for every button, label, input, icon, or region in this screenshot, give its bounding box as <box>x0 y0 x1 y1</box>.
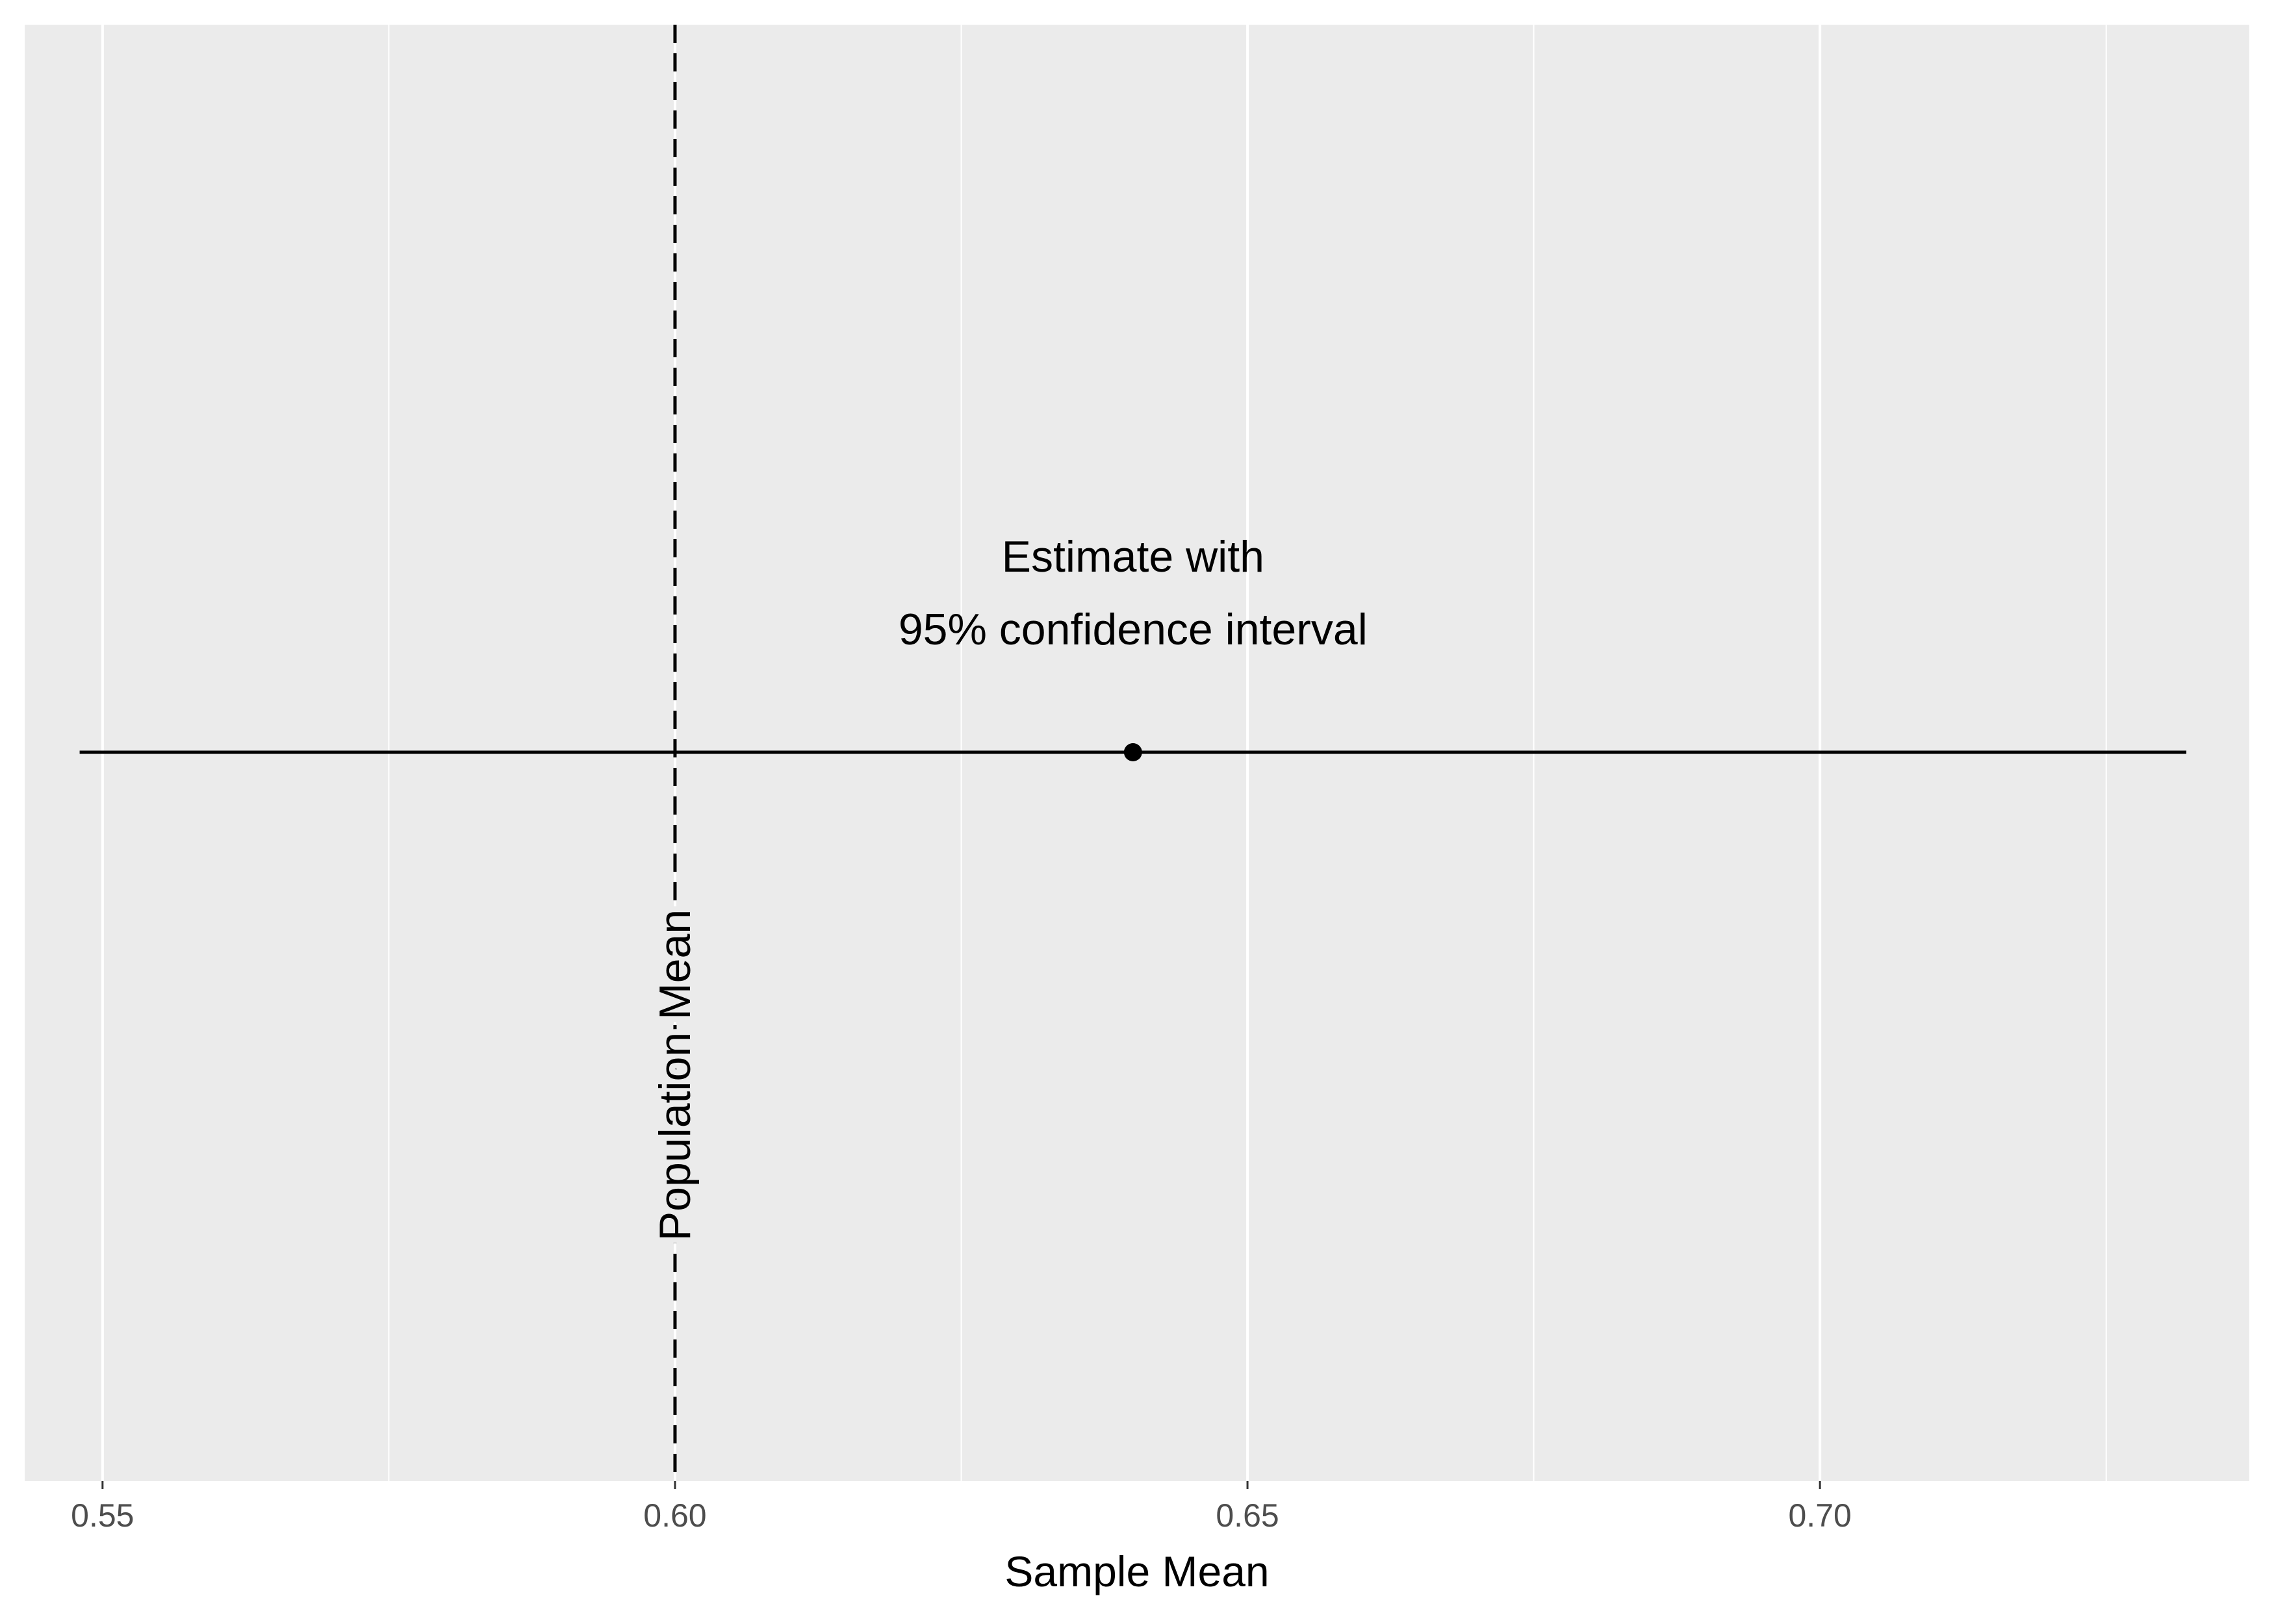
estimate-point <box>1123 743 1142 761</box>
population-mean-label: Population Mean <box>650 909 700 1241</box>
x-axis-ticks: 0.55 0.60 0.65 0.70 <box>71 1481 1852 1534</box>
x-tick-label: 0.55 <box>71 1497 134 1534</box>
annotation-line-1: Estimate with <box>1002 532 1264 581</box>
x-tick-label: 0.65 <box>1216 1497 1279 1534</box>
annotation-line-2: 95% confidence interval <box>899 605 1368 654</box>
x-tick-label: 0.60 <box>643 1497 706 1534</box>
x-tick-label: 0.70 <box>1789 1497 1852 1534</box>
chart-marks <box>79 25 2187 1481</box>
x-axis-title: Sample Mean <box>1004 1547 1269 1595</box>
